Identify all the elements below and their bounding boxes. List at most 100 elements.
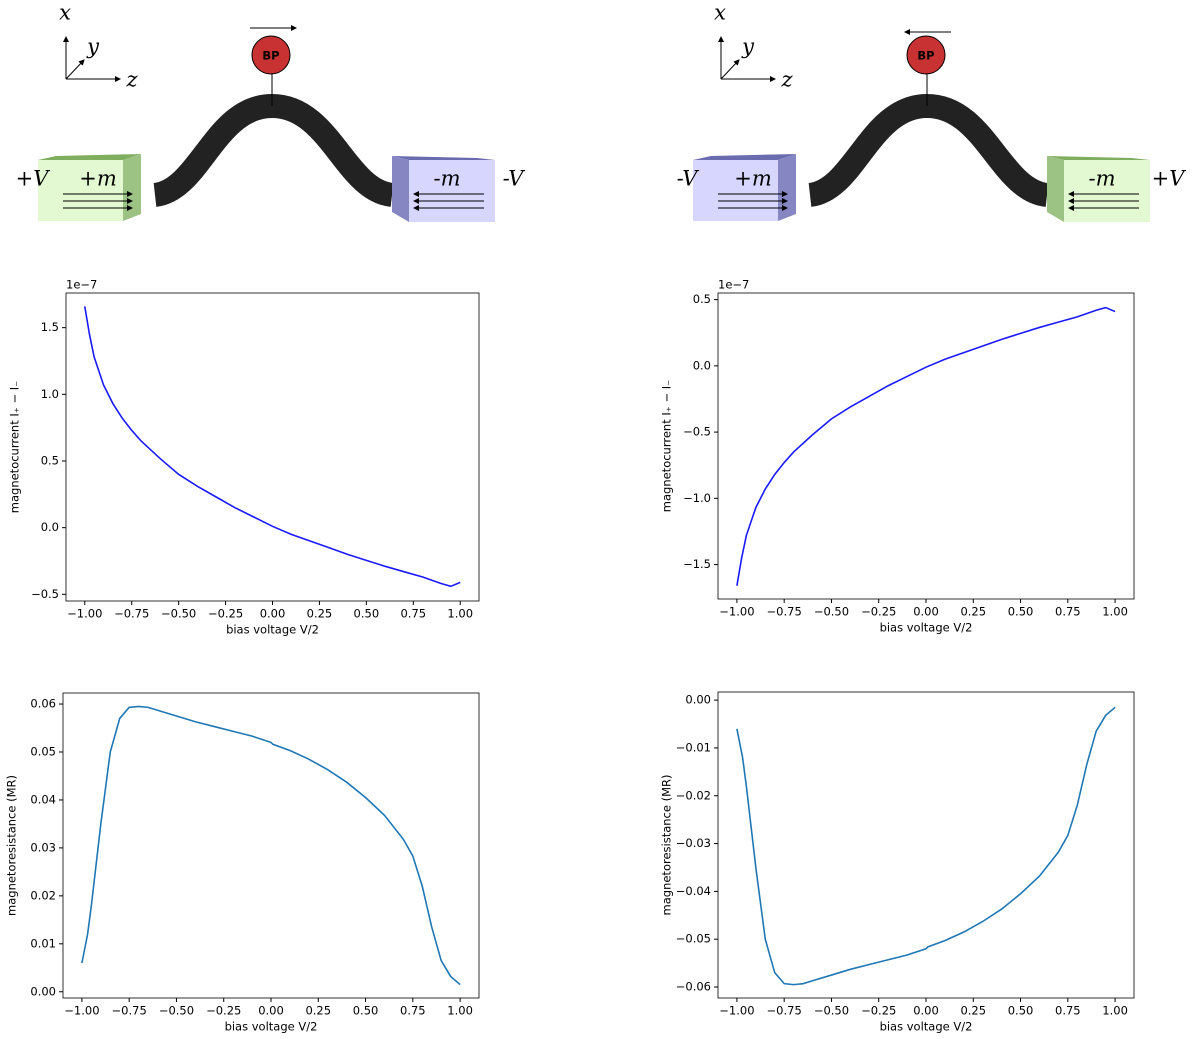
axis-label: y	[86, 35, 100, 59]
x-tick-label: −0.50	[814, 605, 849, 619]
x-tick-label: 1.00	[1102, 605, 1128, 619]
block-side	[778, 154, 796, 221]
moment-label: +m	[734, 167, 772, 191]
block-side	[392, 156, 409, 222]
plot-frame	[62, 692, 480, 999]
y-tick-label: −0.5	[31, 587, 59, 601]
data-line	[81, 705, 461, 986]
wire	[152, 93, 395, 207]
y-tick-label: −0.5	[683, 425, 711, 439]
x-tick-label: 0.75	[1055, 605, 1081, 619]
y-tick-label: −0.02	[676, 788, 711, 802]
x-tick-label: 0.50	[354, 607, 380, 621]
probe-label: BP	[262, 49, 279, 63]
x-tick-label: 1.00	[447, 1004, 473, 1018]
y-tick-label: 1.0	[41, 387, 59, 401]
y-tick-label: 0.00	[685, 693, 711, 707]
moment-label: +m	[79, 167, 117, 191]
x-tick-label: 1.00	[1102, 1004, 1128, 1018]
x-tick-label: −1.00	[64, 1004, 99, 1018]
data-line	[736, 706, 1116, 986]
x-tick-label: 0.25	[307, 607, 333, 621]
y-tick-label: 0.00	[30, 984, 56, 998]
x-tick-label: −0.75	[112, 1004, 147, 1018]
y-tick-label: −1.5	[683, 557, 711, 571]
block-side	[123, 154, 141, 221]
block-side	[1047, 156, 1064, 222]
y-tick-label: 0.05	[30, 744, 56, 758]
y-axis-label: magnetocurrent I₊ − I₋	[8, 381, 22, 513]
block-top	[1047, 156, 1150, 160]
y-tick-label: −0.03	[676, 836, 711, 850]
y-tick-label: −0.04	[676, 884, 711, 898]
x-tick-label: −0.75	[767, 605, 802, 619]
x-tick-label: −0.25	[208, 607, 243, 621]
y-tick-label: −1.0	[683, 491, 711, 505]
y-axis-label: magnetoresistance (MR)	[5, 775, 19, 916]
y-tick-label: 0.0	[693, 358, 711, 372]
y-tick-label: 0.5	[41, 454, 59, 468]
x-tick-label: −0.75	[767, 1004, 802, 1018]
block-top	[38, 154, 141, 160]
x-tick-label: 0.00	[913, 605, 939, 619]
y-axis-label: magnetocurrent I₊ − I₋	[660, 380, 674, 512]
voltage-label: +V	[16, 167, 51, 191]
x-tick-label: −1.00	[719, 605, 754, 619]
y-tick-label: −0.01	[676, 740, 711, 754]
axis-label: y	[741, 35, 755, 59]
axis-arrow	[720, 59, 740, 80]
axis-label: z	[780, 68, 793, 92]
block-top	[693, 154, 796, 160]
offset-text: 1e−7	[66, 278, 97, 292]
offset-text: 1e−7	[718, 278, 749, 292]
x-tick-label: 0.50	[353, 1004, 379, 1018]
x-tick-label: −1.00	[719, 1004, 754, 1018]
x-tick-label: −0.50	[814, 1004, 849, 1018]
y-tick-label: 0.01	[30, 936, 56, 950]
x-tick-label: 1.00	[447, 607, 473, 621]
x-tick-label: 0.25	[305, 1004, 331, 1018]
block-front	[693, 160, 778, 221]
probe	[906, 35, 946, 75]
x-tick-label: 0.75	[1055, 1004, 1081, 1018]
x-tick-label: −0.25	[206, 1004, 241, 1018]
x-tick-label: 0.50	[1008, 605, 1034, 619]
moment-label: -m	[1088, 167, 1115, 191]
y-tick-label: 0.0	[41, 520, 59, 534]
probe	[251, 35, 291, 75]
y-tick-label: 0.04	[30, 792, 56, 806]
block-front	[38, 160, 123, 221]
y-tick-label: 0.03	[30, 840, 56, 854]
x-tick-label: 0.50	[1008, 1004, 1034, 1018]
plot-frame	[65, 292, 480, 602]
magnet-block	[1047, 156, 1150, 222]
x-tick-label: −0.50	[161, 607, 196, 621]
axis-label: z	[125, 68, 138, 92]
x-axis-label: bias voltage V/2	[880, 1020, 973, 1034]
wire	[807, 93, 1050, 207]
x-tick-label: 0.25	[960, 605, 986, 619]
magnet-block	[392, 156, 495, 222]
probe-label: BP	[917, 49, 934, 63]
x-axis-label: bias voltage V/2	[225, 1020, 318, 1034]
data-line	[736, 306, 1116, 586]
data-line	[83, 306, 461, 588]
y-tick-label: 0.5	[693, 292, 711, 306]
axis-label: x	[714, 1, 726, 25]
x-axis-label: bias voltage V/2	[226, 623, 319, 637]
plot-frame	[717, 691, 1135, 999]
magnet-block	[38, 154, 141, 221]
x-tick-label: 0.25	[960, 1004, 986, 1018]
block-front	[1064, 160, 1150, 222]
voltage-label: -V	[503, 167, 526, 191]
y-tick-label: 0.06	[30, 697, 56, 711]
y-tick-label: −0.05	[676, 932, 711, 946]
block-front	[409, 160, 495, 222]
y-tick-label: 1.5	[41, 320, 59, 334]
x-tick-label: −0.25	[861, 1004, 896, 1018]
block-top	[392, 156, 495, 160]
x-tick-label: 0.75	[400, 607, 426, 621]
magnet-block	[693, 154, 796, 221]
voltage-label: -V	[677, 167, 700, 191]
